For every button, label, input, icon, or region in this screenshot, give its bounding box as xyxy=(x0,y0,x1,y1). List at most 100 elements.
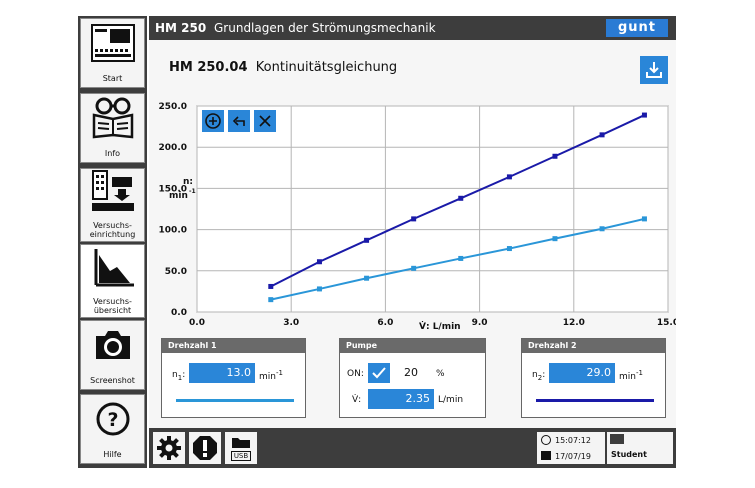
n1-symbol: n xyxy=(172,370,178,380)
panel-title: Drehzahl 1 xyxy=(162,339,305,353)
sidebar-item-start[interactable]: Start xyxy=(80,18,145,88)
panel-drehzahl-2: Drehzahl 2 n2: 29.0 min-1 xyxy=(521,338,666,418)
x-tick-label: 9.0 xyxy=(472,318,488,328)
folder-icon xyxy=(232,437,250,448)
download-button[interactable] xyxy=(640,56,668,84)
n1-unit: min-1 xyxy=(259,369,283,382)
y-tick-label: 100.0 xyxy=(159,226,187,236)
usb-folder-button[interactable]: USB xyxy=(225,432,257,464)
clock-panel: 15:07:12 17/07/19 xyxy=(537,432,605,464)
series-2-point xyxy=(458,255,464,261)
setup-icon xyxy=(81,170,144,211)
panel-pumpe: Pumpe ON: 20 % V̇: 2.35 L/min xyxy=(339,338,486,418)
x-tick-label: 15.0 xyxy=(657,318,676,328)
series-2-point xyxy=(411,265,417,271)
clock-icon xyxy=(541,435,551,445)
book-glasses-icon xyxy=(81,97,144,139)
user-icon xyxy=(610,434,624,444)
sidebar-item-label: Versuchs- übersicht xyxy=(93,297,132,315)
series-1-point xyxy=(411,216,417,222)
pump-on-checkbox[interactable] xyxy=(368,363,390,383)
chart-overview-icon xyxy=(81,247,144,287)
user-panel[interactable]: Student xyxy=(607,432,673,464)
series-1-point xyxy=(364,237,370,243)
sidebar-item-label: Hilfe xyxy=(103,450,122,459)
series-1-legend-line xyxy=(176,399,294,402)
series-2-point xyxy=(552,236,558,242)
sidebar-item-versuchsuebersicht[interactable]: Versuchs- übersicht xyxy=(80,244,145,318)
series-2-point xyxy=(268,297,274,303)
panel-title: Pumpe xyxy=(340,339,485,353)
panel-title: Drehzahl 2 xyxy=(522,339,665,353)
pump-percent-input[interactable]: 20 xyxy=(392,363,430,383)
camera-icon xyxy=(81,325,144,365)
settings-button[interactable] xyxy=(153,432,185,464)
time-display: 15:07:12 xyxy=(555,436,591,445)
flow-label: V̇: xyxy=(352,395,362,405)
gear-icon xyxy=(157,436,181,460)
y-axis-unit: min xyxy=(169,191,188,201)
series-2-point xyxy=(316,286,322,292)
series-2-point xyxy=(506,246,512,252)
flow-value: 2.35 xyxy=(368,389,434,409)
check-icon xyxy=(372,367,386,379)
n2-label: n2: xyxy=(532,370,546,382)
n1-label: n1: xyxy=(172,370,186,382)
y-axis-label: n: xyxy=(183,177,193,187)
n2-unit-sup: -1 xyxy=(635,369,643,377)
y-tick-label: 250.0 xyxy=(159,102,187,112)
sidebar-item-screenshot[interactable]: Screenshot xyxy=(80,320,145,390)
y-tick-label: 50.0 xyxy=(165,267,187,277)
y-tick-label: 150.0 xyxy=(159,184,187,194)
bottom-toolbar: USB 15:07:12 17/07/19 Student xyxy=(149,428,676,468)
sidebar-item-label: Screenshot xyxy=(90,376,135,385)
line-chart: 0.0 3.0 6.0 9.0 12.0 15.0 0.0 50.0 100.0 150.0 200… xyxy=(159,102,676,332)
date-display: 17/07/19 xyxy=(555,452,591,461)
n2-value: 29.0 xyxy=(549,363,615,383)
n1-subscript: 1 xyxy=(177,373,183,382)
usb-label: USB xyxy=(230,450,252,461)
zoom-button[interactable] xyxy=(202,110,224,132)
panel-drehzahl-1: Drehzahl 1 n1: 13.0 min-1 xyxy=(161,338,306,418)
sidebar: Start Info Versuchs- einrichtung Versuch… xyxy=(78,16,147,468)
series-1-point xyxy=(506,174,512,180)
close-icon xyxy=(259,115,271,127)
download-icon xyxy=(646,62,662,78)
x-tick-label: 6.0 xyxy=(377,318,393,328)
reset-zoom-button[interactable] xyxy=(254,110,276,132)
y-tick-label: 0.0 xyxy=(171,308,187,318)
series-1-point xyxy=(599,132,605,138)
main-area: HM 250.04 Kontinuitätsgleichung 0.0 3.0 6.… xyxy=(149,40,676,428)
undo-button[interactable] xyxy=(228,110,250,132)
flow-unit: L/min xyxy=(438,395,464,405)
n1-value: 13.0 xyxy=(189,363,255,383)
pump-on-label: ON: xyxy=(347,369,364,379)
series-1-point xyxy=(316,259,322,265)
page-name: Kontinuitätsgleichung xyxy=(255,60,398,75)
computer-icon xyxy=(81,23,144,63)
gunt-logo: gunt xyxy=(606,19,668,37)
app-frame: Start Info Versuchs- einrichtung Versuch… xyxy=(78,16,676,468)
n2-unit: min-1 xyxy=(619,369,643,382)
y-axis-unit-sup: -1 xyxy=(189,188,196,195)
y-tick-label: 200.0 xyxy=(159,143,187,153)
alarm-button[interactable] xyxy=(189,432,221,464)
pump-percent-unit: % xyxy=(436,369,445,379)
x-axis-label: V̇: L/min xyxy=(419,320,461,332)
sidebar-item-hilfe[interactable]: ? Hilfe xyxy=(80,394,145,464)
n2-subscript: 2 xyxy=(537,373,543,382)
x-tick-label: 3.0 xyxy=(283,318,299,328)
n2-symbol: n xyxy=(532,370,538,380)
series-1-point xyxy=(268,283,274,289)
series-1-point xyxy=(641,112,647,118)
zoom-icon xyxy=(205,113,221,129)
x-tick-label: 0.0 xyxy=(189,318,205,328)
exclamation-icon xyxy=(193,436,217,460)
sidebar-item-versuchseinrichtung[interactable]: Versuchs- einrichtung xyxy=(80,168,145,242)
sidebar-item-label: Info xyxy=(104,149,121,158)
sidebar-item-info[interactable]: Info xyxy=(80,93,145,163)
sidebar-item-label: Start xyxy=(102,74,123,83)
calendar-icon xyxy=(541,451,551,460)
series-1-point xyxy=(552,153,558,159)
title-bar: HM 250 Grundlagen der Strömungsmechanik … xyxy=(149,16,676,40)
